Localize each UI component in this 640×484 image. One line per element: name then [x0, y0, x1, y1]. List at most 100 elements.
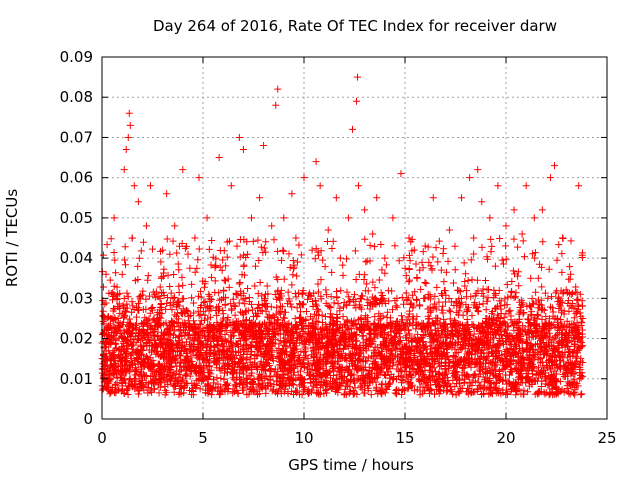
- data-point-marker: [393, 294, 401, 302]
- data-point-marker: [340, 335, 348, 343]
- data-point-marker: [114, 314, 122, 322]
- data-point-marker: [470, 234, 478, 242]
- data-point-marker: [458, 194, 466, 202]
- chart-title: Day 264 of 2016, Rate Of TEC Index for r…: [153, 17, 557, 35]
- data-point-marker: [474, 166, 482, 174]
- data-point-marker: [494, 182, 502, 190]
- dense-marker-cloud: [98, 234, 587, 399]
- data-point-marker: [514, 367, 522, 375]
- data-point-marker: [542, 343, 550, 351]
- data-point-marker: [559, 234, 567, 242]
- data-point-marker: [215, 154, 223, 162]
- x-tick-label: 10: [294, 429, 313, 447]
- data-point-marker: [437, 266, 445, 274]
- data-point-marker: [579, 314, 587, 322]
- data-point-marker: [276, 294, 284, 302]
- data-point-marker: [405, 234, 413, 242]
- data-point-marker: [223, 238, 231, 246]
- data-point-marker: [274, 85, 282, 93]
- data-point-marker: [365, 343, 373, 351]
- data-point-marker: [355, 182, 363, 190]
- data-point-marker: [304, 355, 312, 363]
- data-point-marker: [159, 246, 167, 254]
- data-point-marker: [377, 314, 385, 322]
- data-point-marker: [385, 363, 393, 371]
- data-point-marker: [203, 214, 211, 222]
- data-point-marker: [332, 194, 340, 202]
- data-point-marker: [125, 109, 133, 117]
- data-point-marker: [308, 246, 316, 254]
- data-point-marker: [478, 198, 486, 206]
- data-point-marker: [397, 170, 405, 178]
- y-tick-label: 0.08: [60, 88, 93, 106]
- data-point-marker: [167, 343, 175, 351]
- data-point-marker: [124, 133, 132, 141]
- data-point-marker: [546, 174, 554, 182]
- data-point-marker: [518, 230, 526, 238]
- data-point-marker: [138, 335, 146, 343]
- data-point-marker: [381, 254, 389, 262]
- data-point-marker: [361, 206, 369, 214]
- data-point-marker: [550, 162, 558, 170]
- data-point-marker: [219, 355, 227, 363]
- data-point-marker: [369, 230, 377, 238]
- data-point-marker: [239, 146, 247, 154]
- data-point-marker: [498, 355, 506, 363]
- data-point-marker: [389, 214, 397, 222]
- points-layer: [98, 73, 587, 399]
- data-point-marker: [482, 314, 490, 322]
- y-tick-label: 0.04: [60, 249, 93, 267]
- data-point-marker: [320, 327, 328, 335]
- data-point-marker: [252, 262, 260, 270]
- data-point-marker: [272, 101, 280, 109]
- data-point-marker: [151, 290, 159, 298]
- data-point-marker: [454, 286, 462, 294]
- data-point-marker: [102, 270, 110, 278]
- data-point-marker: [502, 222, 510, 230]
- data-point-marker: [575, 182, 583, 190]
- data-point-marker: [199, 327, 207, 335]
- data-point-marker: [328, 363, 336, 371]
- data-point-marker: [284, 359, 292, 367]
- data-point-marker: [155, 367, 163, 375]
- data-point-marker: [300, 174, 308, 182]
- data-point-marker: [571, 335, 579, 343]
- y-tick-label: 0.03: [60, 289, 93, 307]
- data-point-marker: [247, 214, 255, 222]
- data-point-marker: [120, 166, 128, 174]
- data-point-marker: [348, 125, 356, 133]
- data-point-marker: [288, 190, 296, 198]
- data-point-marker: [179, 166, 187, 174]
- data-point-marker: [207, 343, 215, 351]
- data-point-marker: [324, 226, 332, 234]
- data-point-marker: [353, 97, 361, 105]
- y-tick-label: 0.07: [60, 128, 93, 146]
- data-point-marker: [106, 367, 114, 375]
- data-point-marker: [312, 158, 320, 166]
- data-point-marker: [130, 182, 138, 190]
- data-point-marker: [409, 335, 417, 343]
- data-point-marker: [462, 335, 470, 343]
- y-tick-label: 0.01: [60, 370, 93, 388]
- data-point-marker: [280, 214, 288, 222]
- data-point-marker: [163, 190, 171, 198]
- data-point-marker: [128, 234, 136, 242]
- data-point-marker: [191, 234, 199, 242]
- data-point-marker: [296, 314, 304, 322]
- data-point-marker: [421, 242, 429, 250]
- data-point-marker: [264, 335, 272, 343]
- data-point-marker: [538, 206, 546, 214]
- data-point-marker: [256, 194, 264, 202]
- data-point-marker: [401, 343, 409, 351]
- data-point-marker: [336, 254, 344, 262]
- data-point-marker: [522, 182, 530, 190]
- data-point-marker: [429, 194, 437, 202]
- data-point-marker: [126, 121, 134, 129]
- data-point-marker: [292, 234, 300, 242]
- data-point-marker: [316, 182, 324, 190]
- data-point-marker: [563, 367, 571, 375]
- data-point-marker: [510, 206, 518, 214]
- data-point-marker: [235, 133, 243, 141]
